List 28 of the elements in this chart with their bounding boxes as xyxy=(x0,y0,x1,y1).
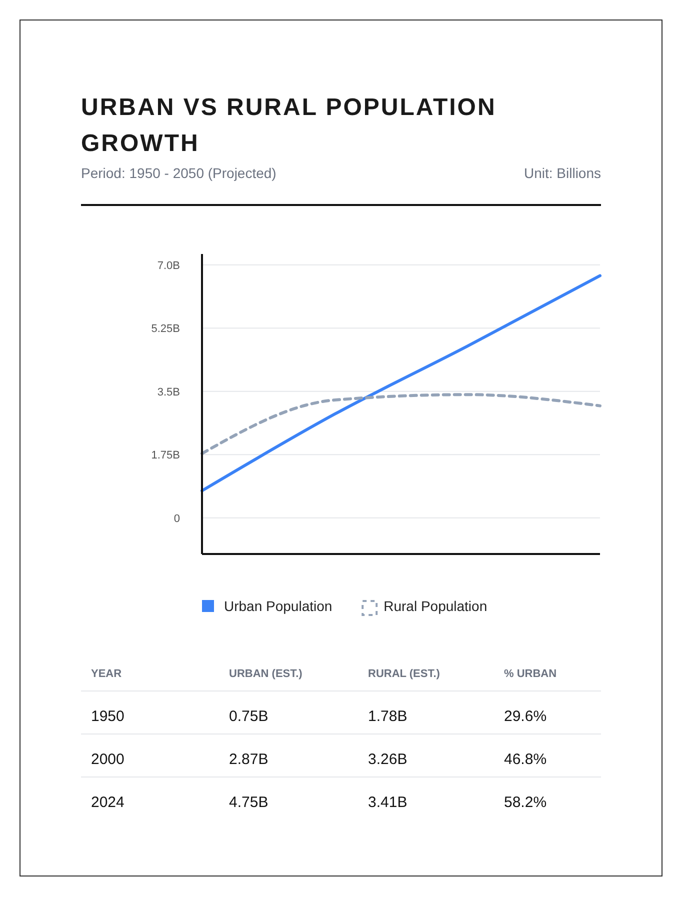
y-tick-label: 3.5B xyxy=(157,386,180,398)
text: % URBAN xyxy=(504,668,557,680)
text: 1950 xyxy=(91,708,124,725)
chart-subtitle: Period: 1950 - 2050 (Projected) xyxy=(81,165,276,181)
text: 2000 xyxy=(91,751,124,768)
text: YEAR xyxy=(91,668,122,680)
legend-label: Rural Population xyxy=(384,598,488,614)
text: URBAN (EST.) xyxy=(229,668,303,680)
text: Unit: Billions xyxy=(524,165,601,181)
chart-title: URBAN VS RURAL POPULATION GROWTH xyxy=(81,94,496,157)
line-series xyxy=(200,393,602,456)
line-series xyxy=(200,274,602,492)
text: 2.87B xyxy=(229,751,268,768)
text: 58.2% xyxy=(504,794,547,811)
text: 46.8% xyxy=(504,751,547,768)
y-tick-label: 5.25B xyxy=(151,323,180,336)
text: 4.75B xyxy=(229,794,268,811)
text: 0.75B xyxy=(229,708,268,725)
text: 3.41B xyxy=(368,794,408,811)
text: 3.26B xyxy=(368,751,408,768)
y-tick-label: 7.0B xyxy=(157,260,180,272)
text: 1.78B xyxy=(368,708,408,725)
y-tick-label: 1.75B xyxy=(151,450,180,462)
text: RURAL (EST.) xyxy=(368,668,440,680)
legend-label: Urban Population xyxy=(224,598,332,614)
y-tick-label: 0 xyxy=(174,512,180,525)
text: 2024 xyxy=(91,794,124,811)
text: 29.6% xyxy=(504,708,547,725)
